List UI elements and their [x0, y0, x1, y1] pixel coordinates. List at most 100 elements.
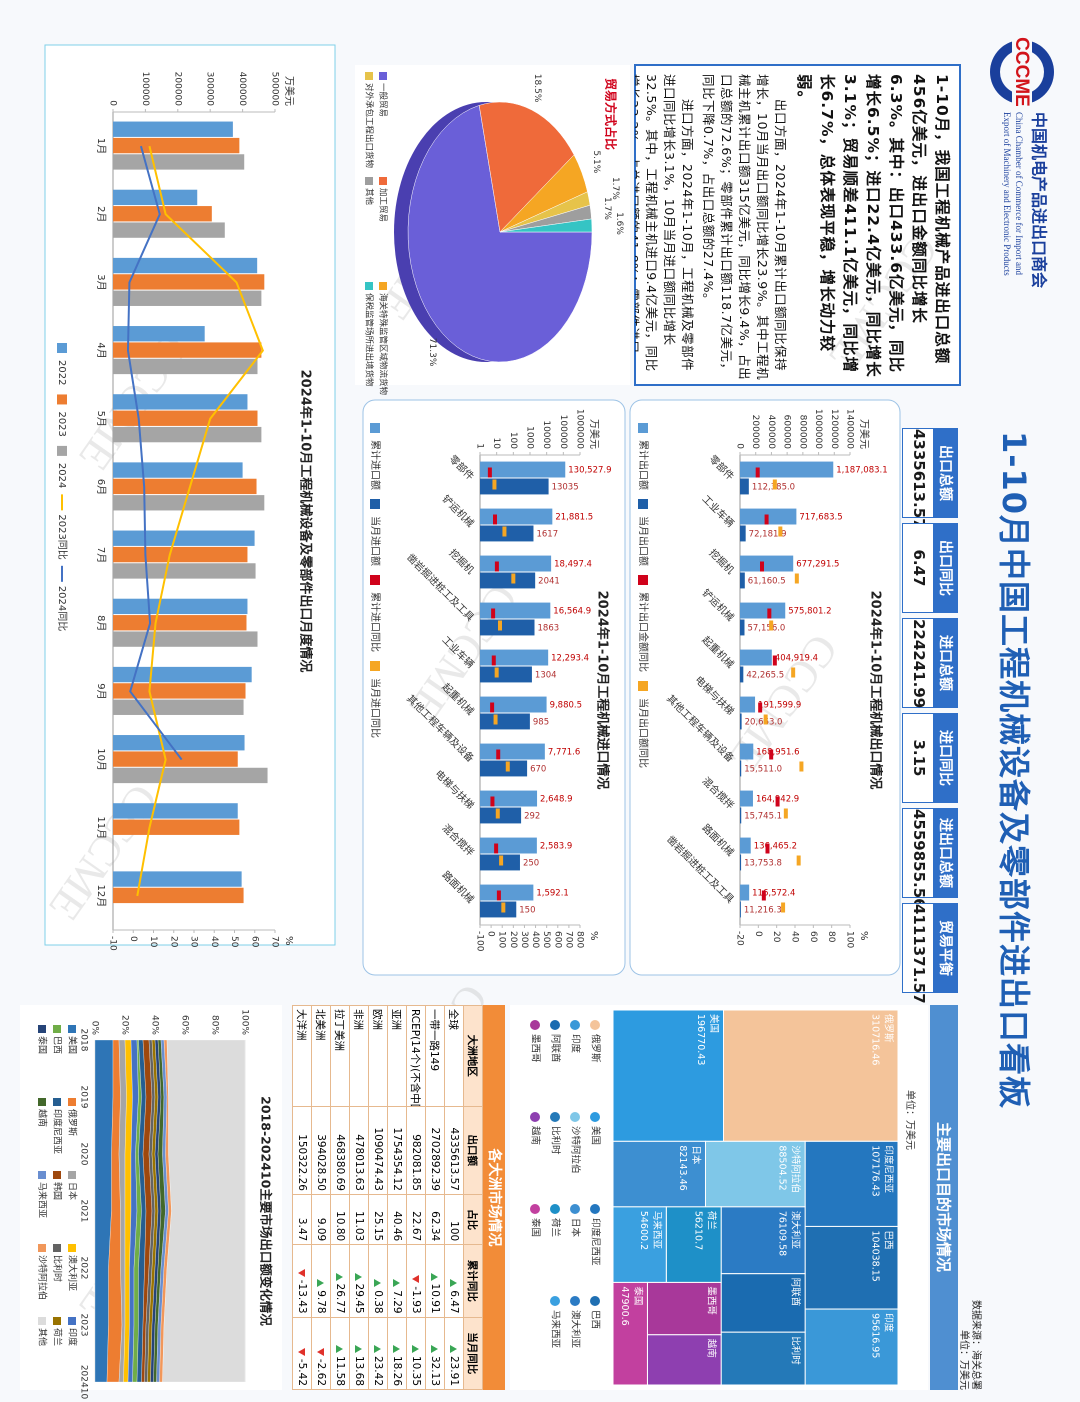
market-header-title: 主要出口目的市场情况: [935, 1122, 953, 1272]
data-label: 15,511.0: [744, 764, 782, 774]
legend-swatch: [38, 1025, 46, 1033]
table-row: 亚洲 1754354.12 40.46 7.29 18.26: [387, 1005, 407, 1390]
legend-label: 累计出口额: [637, 440, 650, 490]
y2-tick-label: 20: [771, 931, 781, 943]
table-cell-text: RCEP(14个)(不含中国): [409, 1009, 422, 1107]
treemap-name: 日本: [690, 1145, 702, 1165]
x-tick-label: 1月: [95, 138, 107, 154]
legend-swatch: [53, 1025, 61, 1033]
trend-arrow: [450, 1344, 458, 1353]
legend-swatch: [570, 1020, 580, 1030]
kpi-card: 进口同比 3.15: [902, 713, 958, 803]
org-name: 中国机电产品进出口商会: [1030, 112, 1049, 288]
legend-swatch: [365, 282, 373, 290]
x-tick-label: 2021: [79, 1200, 89, 1223]
legend-label: 荷兰: [52, 1328, 64, 1346]
bar: [112, 495, 265, 511]
trend-arrow: [393, 1279, 401, 1288]
data-label: 670: [530, 764, 546, 774]
treemap-value: 104038.15: [870, 1230, 881, 1281]
yoy-marker: [493, 714, 498, 725]
bar: [479, 884, 534, 901]
legend-swatch: [550, 1112, 560, 1122]
table-cell: 0.38: [368, 1244, 388, 1318]
x-tick-label: 4月: [95, 342, 107, 358]
x-tick-label: 5月: [95, 411, 107, 427]
bar: [113, 666, 252, 683]
bar: [480, 901, 517, 918]
legend-swatch: [365, 72, 373, 80]
source-note: 数据来源：海关总署: [970, 1300, 983, 1390]
bar: [112, 478, 257, 495]
table-cell-text: 1090474.43: [372, 1127, 384, 1191]
org-english: China Chamber of Commerce for Import and: [1014, 112, 1024, 275]
bar: [480, 760, 528, 777]
yoy-marker: [511, 573, 516, 584]
table-row: 全球 4335613.57 100 6.47 23.91: [444, 1005, 464, 1390]
yoy-marker: [761, 890, 766, 901]
bar: [113, 394, 248, 410]
table-row: 拉丁美洲 468380.69 10.80 26.77 11.58: [330, 1005, 350, 1390]
y-tick-label: 1200000: [829, 409, 839, 449]
table-cell-text: 982081.85: [410, 1134, 422, 1191]
data-label: 404,919.4: [775, 654, 818, 664]
table-cell: 25.15: [368, 1194, 388, 1245]
legend-swatch: [370, 423, 380, 433]
bar: [112, 751, 238, 767]
data-label: 2041: [538, 576, 560, 586]
bar: [740, 790, 753, 807]
y-tick-label: 800000: [797, 415, 807, 450]
treemap-name: 印度: [883, 1313, 895, 1333]
kpi-label: 出口同比: [933, 524, 957, 612]
table-cell: 10.91: [425, 1244, 445, 1318]
y2-tick-label: 700: [563, 931, 573, 948]
y-tick-label: 0: [735, 443, 745, 449]
table-row: 非洲 478013.63 11.03 29.45 13.68: [349, 1005, 369, 1390]
legend-swatch: [68, 1171, 76, 1179]
yoy-marker: [505, 761, 510, 772]
bar: [740, 478, 749, 495]
yoy-marker: [498, 620, 502, 631]
legend-swatch: [53, 1317, 61, 1325]
legend-label: 印度尼西亚: [52, 1109, 64, 1154]
y2-tick-label: 100: [845, 931, 855, 948]
table-row: RCEP(14个)(不含中国) 982081.85 22.67 -1.93 10.35: [406, 1005, 426, 1390]
yoy-marker: [769, 620, 774, 631]
y2-axis-unit: %: [588, 931, 599, 941]
legend-label: 加工贸易: [378, 188, 389, 222]
table-cell-text: 62.34: [429, 1211, 441, 1242]
table-cell: 29.45: [349, 1244, 369, 1318]
y-tick-label: 300000: [205, 72, 215, 107]
bar: [113, 206, 212, 222]
x-tick-label: 2023: [79, 1314, 89, 1337]
table-cell: 1754354.12: [387, 1106, 407, 1195]
data-label: 191,599.9: [758, 701, 801, 711]
table-cell-text: 23.42: [372, 1355, 384, 1386]
yoy-marker: [772, 479, 777, 490]
data-label: 1,592.1: [536, 889, 568, 899]
trend-arrow: [336, 1344, 344, 1353]
x-tick-label: 9月: [95, 683, 107, 699]
table-cell-text: 7.29: [391, 1290, 403, 1314]
data-label: 116,572.4: [752, 889, 795, 899]
legend-label: 巴西: [52, 1036, 63, 1054]
yoy-marker: [778, 526, 783, 537]
bar: [739, 837, 751, 854]
table-cell: 478013.63: [349, 1106, 369, 1195]
y-tick-label: 100: [508, 432, 518, 449]
y-tick-label: 60%: [180, 1015, 190, 1035]
legend-swatch: [68, 1244, 76, 1252]
table-cell: 13.68: [349, 1317, 369, 1390]
bar: [113, 326, 205, 342]
table-cell: 3.47: [292, 1194, 312, 1245]
table-cell: 9.09: [311, 1194, 331, 1245]
treemap-name: 澳大利亚: [790, 1211, 802, 1250]
table-cell: 62.34: [425, 1194, 445, 1245]
treemap-name: 马来西亚: [651, 1211, 662, 1250]
legend-swatch: [590, 1112, 600, 1122]
bar: [113, 121, 233, 137]
table-cell-text: 6.47: [448, 1290, 460, 1314]
kpi-value: 4335613.57: [910, 429, 928, 529]
kpi-card: 贸易平衡 4111371.57: [902, 903, 958, 1004]
table-cell-text: 北美洲: [314, 1009, 327, 1041]
